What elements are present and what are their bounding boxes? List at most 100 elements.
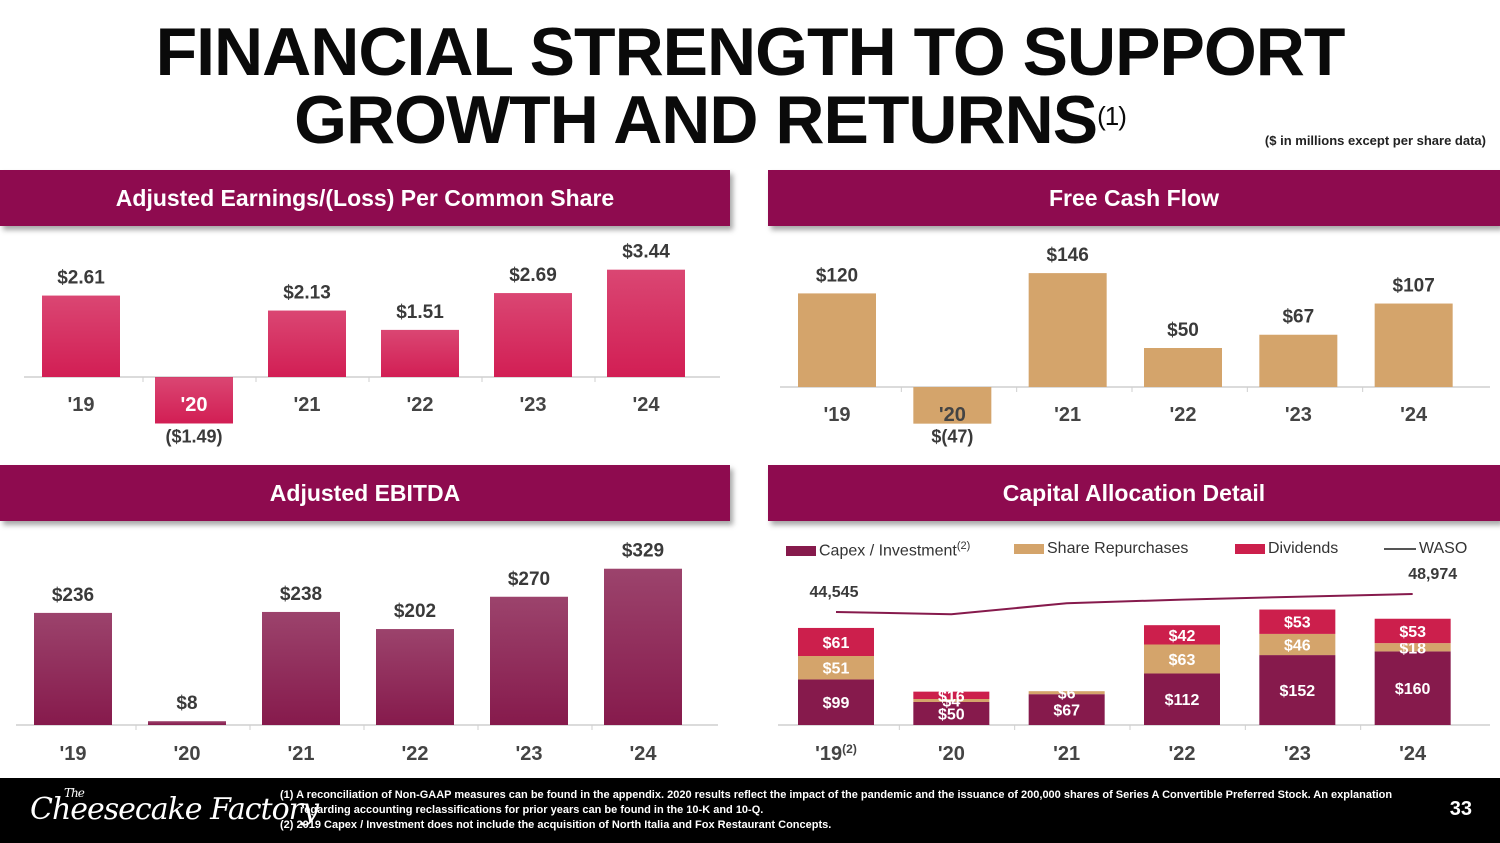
ebitda-category-label: '24 — [629, 743, 657, 765]
fcf-category-label: '19 — [823, 404, 850, 426]
legend-waso-label: WASO — [1419, 540, 1468, 557]
capital-capex-label: $99 — [823, 695, 850, 712]
capital-category-label: '23 — [1284, 743, 1311, 765]
charts-canvas: $2.61 '19 '20 ($1.49) $2.13 '21 $1.51 '22 $2.69 '… — [16, 242, 1490, 765]
capital-category-label: '22 — [1168, 743, 1195, 765]
fcf-bar — [1374, 303, 1453, 387]
eps-bar — [607, 269, 685, 377]
legend-waso: WASO — [1384, 540, 1467, 558]
capital-repurchases-label: $63 — [1169, 652, 1196, 669]
capital-dividends-segment — [1374, 618, 1451, 644]
capital-capex-segment — [1374, 651, 1451, 725]
eps-category-label: '19 — [67, 394, 94, 416]
capital-capex-label: $112 — [1165, 692, 1200, 709]
capital-repurchases-segment — [798, 656, 874, 680]
logo-small-text: The — [64, 786, 85, 800]
capex-swatch — [786, 546, 816, 557]
footnotes: (1) A reconciliation of Non-GAAP measure… — [280, 788, 1400, 833]
slide-title-line2: GROWTH AND RETURNS(1) — [0, 86, 1460, 154]
ebitda-category-label: '23 — [515, 743, 542, 765]
eps-panel-header: Adjusted Earnings/(Loss) Per Common Shar… — [0, 170, 730, 226]
capital-repurchases-label: $18 — [1399, 640, 1426, 657]
fcf-value-label: $146 — [1047, 245, 1089, 266]
capital-category-note: (2) — [842, 742, 857, 756]
ebitda-category-label: '21 — [287, 743, 314, 765]
slide-title-line1: FINANCIAL STRENGTH TO SUPPORT — [155, 14, 1346, 90]
eps-bar — [155, 377, 233, 424]
waso-line-swatch — [1384, 547, 1416, 550]
capital-repurchases-segment — [1028, 691, 1105, 695]
capital-dividends-label: $42 — [1169, 628, 1196, 645]
capital-repurchases-label: $6 — [1058, 686, 1076, 703]
capital-capex-label: $50 — [938, 707, 965, 724]
capital-capex-label: $160 — [1395, 681, 1431, 698]
legend-dividends-label: Dividends — [1268, 540, 1339, 557]
title-line2-text: GROWTH AND RETURNS — [294, 82, 1098, 158]
ebitda-category-label: '20 — [173, 743, 200, 765]
repurchases-swatch — [1014, 543, 1044, 554]
capital-dividends-label: $53 — [1284, 615, 1311, 632]
title-footnote-mark: (1) — [1097, 101, 1127, 131]
legend-repurchases-label: Share Repurchases — [1047, 540, 1189, 557]
ebitda-bar — [376, 629, 454, 725]
fcf-value-label: $(47) — [931, 427, 973, 447]
capital-dividends-segment — [798, 627, 874, 656]
capital-dividends-label: $16 — [938, 688, 965, 705]
capital-repurchases-segment — [1259, 633, 1336, 656]
eps-bar — [381, 329, 459, 377]
ebitda-bar — [34, 612, 112, 725]
waso-line — [835, 593, 1413, 616]
fcf-category-label: '23 — [1285, 404, 1312, 426]
eps-value-label: $3.44 — [622, 242, 670, 263]
fcf-category-label: '20 — [939, 404, 966, 426]
company-logo: The Cheesecake Factory — [30, 786, 319, 827]
waso-value-label: 48,974 — [1408, 566, 1457, 583]
capital-category-label: '19(2) — [815, 742, 857, 765]
eps-bar — [42, 295, 120, 377]
eps-bar — [494, 293, 572, 377]
logo-text: Cheesecake Factory — [30, 792, 319, 827]
ebitda-bar — [262, 611, 340, 725]
capital-panel-header: Capital Allocation Detail — [768, 465, 1500, 521]
fcf-value-label: $107 — [1393, 276, 1435, 297]
ebitda-category-label: '19 — [59, 743, 86, 765]
eps-category-label: '21 — [293, 394, 320, 416]
capital-repurchases-label: $51 — [823, 661, 850, 678]
eps-category-label: '22 — [406, 394, 433, 416]
fcf-value-label: $50 — [1167, 320, 1199, 341]
capital-capex-segment — [913, 702, 990, 725]
fcf-category-label: '24 — [1400, 404, 1428, 426]
capital-category-label: '24 — [1399, 743, 1427, 765]
eps-category-label: '24 — [632, 394, 660, 416]
fcf-bar — [1144, 348, 1222, 387]
ebitda-bar — [604, 568, 682, 725]
ebitda-value-label: $238 — [280, 584, 322, 605]
eps-value-label: ($1.49) — [165, 426, 222, 446]
ebitda-value-label: $236 — [52, 585, 94, 606]
ebitda-panel-header: Adjusted EBITDA — [0, 465, 730, 521]
ebitda-value-label: $202 — [394, 601, 436, 622]
capital-dividends-label: $53 — [1399, 624, 1426, 641]
legend-capex-note: (2) — [956, 540, 971, 552]
capital-capex-label: $152 — [1280, 683, 1316, 700]
fcf-category-label: '21 — [1054, 404, 1081, 426]
fcf-value-label: $120 — [816, 265, 858, 286]
ebitda-value-label: $270 — [508, 569, 550, 590]
eps-bar — [268, 310, 346, 377]
capital-capex-segment — [1028, 694, 1105, 725]
capital-capex-segment — [1259, 655, 1336, 725]
ebitda-bar — [148, 721, 226, 725]
capital-dividends-segment — [1259, 609, 1336, 634]
capital-capex-segment — [798, 679, 874, 725]
capital-repurchases-label: $46 — [1284, 638, 1311, 655]
legend-repurchases: Share Repurchases — [1014, 540, 1188, 558]
fcf-bar — [1259, 334, 1338, 387]
ebitda-bar — [490, 596, 568, 725]
fcf-bar — [798, 293, 876, 387]
dividends-swatch — [1235, 543, 1265, 554]
capital-dividends-segment — [1144, 625, 1220, 645]
ebitda-value-label: $8 — [176, 693, 197, 714]
eps-category-label: '20 — [180, 394, 207, 416]
eps-value-label: $2.61 — [57, 268, 105, 289]
ebitda-category-label: '22 — [401, 743, 428, 765]
